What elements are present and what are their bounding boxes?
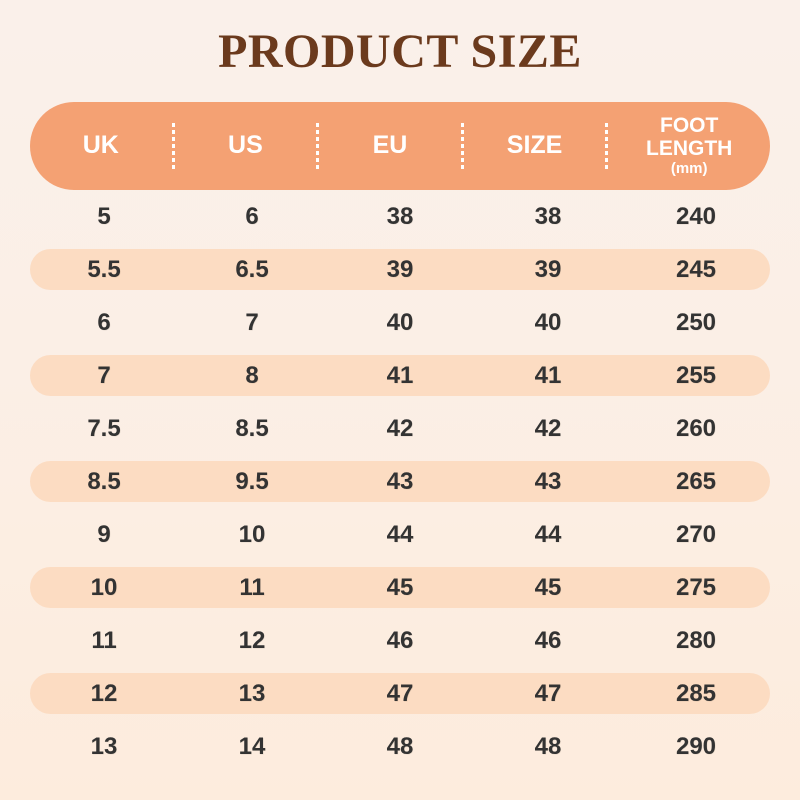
size-row: 5.5 6.5 39 39 245 [30, 249, 770, 290]
size-cell: 42 [386, 414, 414, 442]
size-cell: 11 [239, 573, 265, 601]
size-cell: 250 [675, 308, 717, 336]
foot-length-unit: (mm) [670, 160, 708, 178]
size-cell: 5.5 [87, 255, 121, 283]
size-cell: 41 [534, 361, 562, 389]
size-row: 7 8 41 41 255 [30, 355, 770, 396]
column-divider [171, 123, 175, 169]
size-row: 11 12 46 46 280 [30, 620, 770, 661]
size-cell: 38 [534, 202, 562, 230]
size-cell: 8 [245, 361, 259, 389]
size-cell: 39 [386, 255, 414, 283]
size-row: 13 14 48 48 290 [30, 726, 770, 767]
size-cell: 46 [534, 626, 562, 654]
size-cell: 6 [97, 308, 111, 336]
size-cell: 11 [91, 626, 117, 654]
column-divider [460, 123, 464, 169]
size-cell: 12 [90, 679, 118, 707]
size-cell: 42 [534, 414, 562, 442]
size-cell: 48 [534, 732, 562, 760]
size-row: 8.5 9.5 43 43 265 [30, 461, 770, 502]
size-cell: 13 [238, 679, 266, 707]
size-cell: 46 [386, 626, 414, 654]
size-cell: 6 [245, 202, 259, 230]
size-cell: 14 [238, 732, 266, 760]
size-row: 5 6 38 38 240 [30, 196, 770, 237]
size-cell: 10 [90, 573, 118, 601]
size-cell: 240 [675, 202, 717, 230]
size-cell: 47 [386, 679, 414, 707]
size-cell: 5 [97, 202, 111, 230]
column-header-foot-length: FOOT LENGTH (mm) [608, 114, 770, 178]
size-cell: 7 [97, 361, 111, 389]
size-cell: 6.5 [235, 255, 269, 283]
size-cell: 41 [386, 361, 414, 389]
size-cell: 260 [675, 414, 717, 442]
size-cell: 47 [534, 679, 562, 707]
column-divider [605, 123, 609, 169]
size-cell: 44 [534, 520, 562, 548]
size-cell: 270 [675, 520, 717, 548]
size-cell: 9.5 [235, 467, 269, 495]
size-cell: 43 [534, 467, 562, 495]
size-cell: 45 [386, 573, 414, 601]
column-header-us: US [228, 131, 263, 160]
size-row: 12 13 47 47 285 [30, 673, 770, 714]
size-cell: 43 [386, 467, 414, 495]
size-cell: 9 [97, 520, 111, 548]
size-cell: 40 [534, 308, 562, 336]
size-table: UK US EU SIZE FOOT LENGTH (mm) 5 6 38 38 240… [30, 102, 770, 773]
size-table-header: UK US EU SIZE FOOT LENGTH (mm) [30, 102, 770, 190]
size-cell: 13 [90, 732, 118, 760]
page-title: PRODUCT SIZE [218, 25, 582, 78]
size-row: 10 11 45 45 275 [30, 567, 770, 608]
size-cell: 280 [675, 626, 717, 654]
size-cell: 255 [675, 361, 717, 389]
foot-length-label: FOOT LENGTH [646, 114, 733, 161]
size-cell: 40 [386, 308, 414, 336]
size-cell: 7 [245, 308, 259, 336]
size-cell: 7.5 [87, 414, 121, 442]
size-cell: 39 [534, 255, 562, 283]
column-header-size: SIZE [506, 131, 563, 160]
size-cell: 8.5 [87, 467, 121, 495]
size-row: 9 10 44 44 270 [30, 514, 770, 555]
size-cell: 275 [675, 573, 717, 601]
size-cell: 285 [675, 679, 717, 707]
column-header-uk: UK [82, 131, 119, 160]
size-cell: 8.5 [235, 414, 269, 442]
column-header-eu: EU [372, 131, 408, 160]
size-table-body: 5 6 38 38 240 5.5 6.5 39 39 245 6 7 40 40 250 7 8 41 41 255… [30, 190, 770, 773]
size-cell: 290 [675, 732, 717, 760]
size-cell: 44 [386, 520, 414, 548]
size-cell: 10 [238, 520, 266, 548]
size-cell: 48 [386, 732, 414, 760]
size-cell: 12 [238, 626, 266, 654]
size-row: 6 7 40 40 250 [30, 302, 770, 343]
size-cell: 38 [386, 202, 414, 230]
size-cell: 45 [534, 573, 562, 601]
size-cell: 265 [675, 467, 717, 495]
size-row: 7.5 8.5 42 42 260 [30, 408, 770, 449]
column-divider [316, 123, 320, 169]
size-cell: 245 [675, 255, 717, 283]
